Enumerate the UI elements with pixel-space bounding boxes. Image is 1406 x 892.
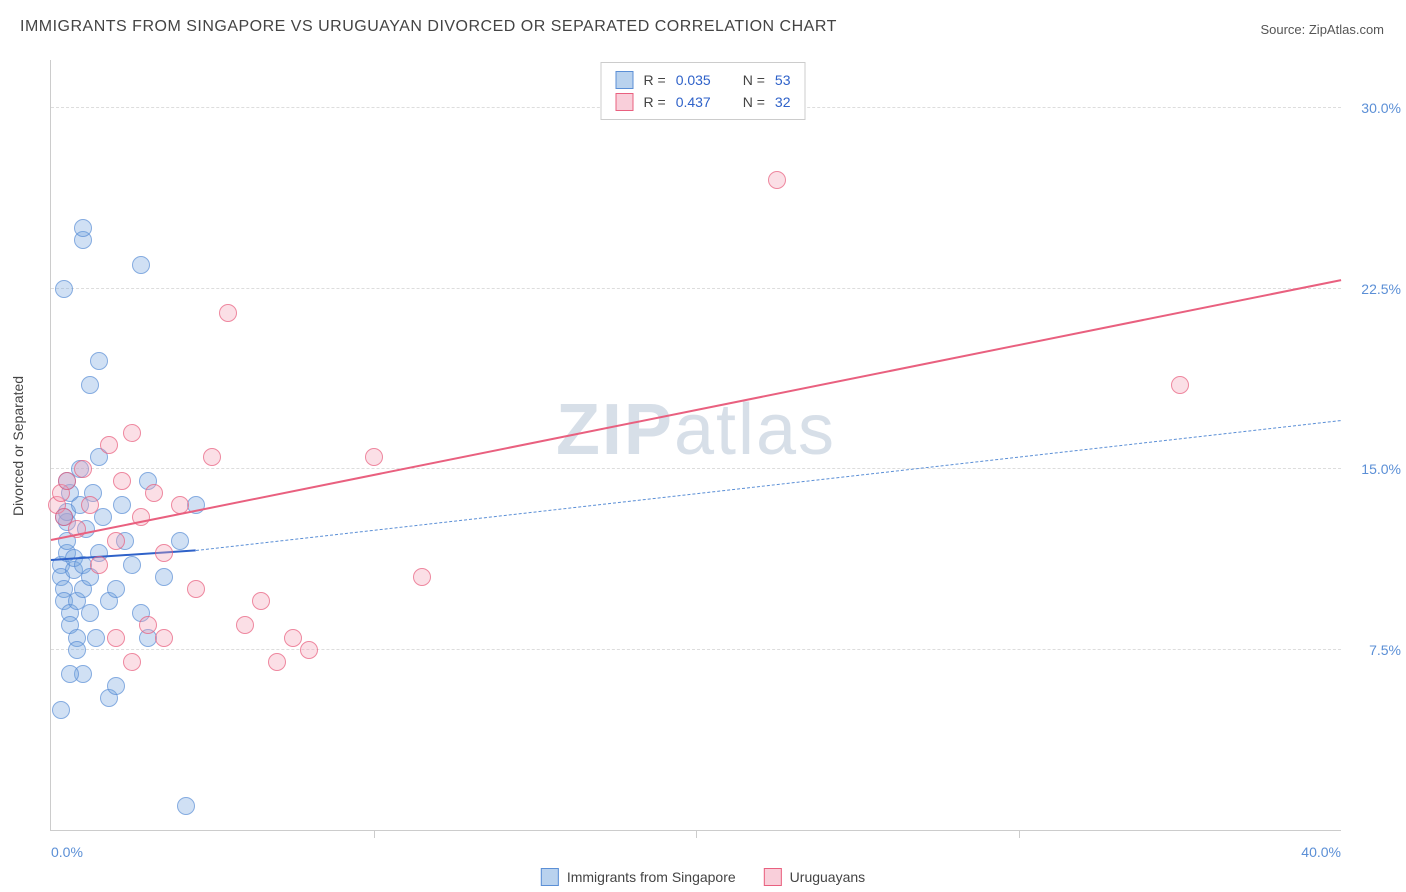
data-point <box>203 448 221 466</box>
r-value-2: 0.437 <box>676 94 711 110</box>
y-axis-label: Divorced or Separated <box>10 376 26 516</box>
n-value-1: 53 <box>775 72 791 88</box>
gridline <box>51 468 1341 469</box>
data-point <box>107 629 125 647</box>
data-point <box>52 701 70 719</box>
data-point <box>252 592 270 610</box>
x-max-label: 40.0% <box>1301 844 1341 860</box>
data-point <box>123 653 141 671</box>
legend-label-2: Uruguayans <box>790 869 866 885</box>
data-point <box>113 496 131 514</box>
data-point <box>58 472 76 490</box>
n-label: N = <box>743 72 765 88</box>
data-point <box>413 568 431 586</box>
x-min-label: 0.0% <box>51 844 83 860</box>
data-point <box>123 556 141 574</box>
data-point <box>61 665 79 683</box>
legend-series: Immigrants from Singapore Uruguayans <box>541 868 865 886</box>
x-tick <box>696 830 697 838</box>
trend-line <box>196 420 1341 551</box>
data-point <box>139 616 157 634</box>
data-point <box>81 376 99 394</box>
data-point <box>74 460 92 478</box>
trend-line <box>51 279 1341 541</box>
r-label: R = <box>644 72 666 88</box>
data-point <box>87 629 105 647</box>
legend-stats-row-1: R = 0.035 N = 53 <box>616 69 791 91</box>
data-point <box>107 532 125 550</box>
data-point <box>100 436 118 454</box>
data-point <box>155 568 173 586</box>
data-point <box>768 171 786 189</box>
data-point <box>300 641 318 659</box>
watermark-bold: ZIP <box>556 390 674 470</box>
legend-swatch-blue <box>541 868 559 886</box>
chart-title: IMMIGRANTS FROM SINGAPORE VS URUGUAYAN D… <box>20 18 837 36</box>
plot-area: ZIPatlas 7.5%15.0%22.5%30.0%0.0%40.0% <box>50 60 1341 831</box>
data-point <box>90 352 108 370</box>
x-tick <box>1019 830 1020 838</box>
y-tick-label: 15.0% <box>1361 461 1401 477</box>
data-point <box>219 304 237 322</box>
n-label: N = <box>743 94 765 110</box>
watermark-light: atlas <box>674 390 836 470</box>
data-point <box>171 532 189 550</box>
legend-item-1: Immigrants from Singapore <box>541 868 736 886</box>
data-point <box>1171 376 1189 394</box>
data-point <box>107 677 125 695</box>
n-value-2: 32 <box>775 94 791 110</box>
data-point <box>81 604 99 622</box>
data-point <box>284 629 302 647</box>
data-point <box>145 484 163 502</box>
x-tick <box>374 830 375 838</box>
data-point <box>107 580 125 598</box>
y-tick-label: 22.5% <box>1361 281 1401 297</box>
data-point <box>365 448 383 466</box>
legend-label-1: Immigrants from Singapore <box>567 869 736 885</box>
r-label: R = <box>644 94 666 110</box>
data-point <box>132 256 150 274</box>
source-label: Source: ZipAtlas.com <box>1260 22 1384 37</box>
data-point <box>68 641 86 659</box>
data-point <box>55 280 73 298</box>
data-point <box>268 653 286 671</box>
data-point <box>81 496 99 514</box>
gridline <box>51 649 1341 650</box>
legend-swatch-blue <box>616 71 634 89</box>
legend-stats-row-2: R = 0.437 N = 32 <box>616 91 791 113</box>
legend-swatch-pink <box>616 93 634 111</box>
legend-swatch-pink <box>764 868 782 886</box>
data-point <box>123 424 141 442</box>
y-tick-label: 7.5% <box>1369 642 1401 658</box>
data-point <box>74 219 92 237</box>
data-point <box>113 472 131 490</box>
legend-stats: R = 0.035 N = 53 R = 0.437 N = 32 <box>601 62 806 120</box>
data-point <box>90 556 108 574</box>
gridline <box>51 288 1341 289</box>
y-tick-label: 30.0% <box>1361 100 1401 116</box>
data-point <box>187 580 205 598</box>
data-point <box>236 616 254 634</box>
legend-item-2: Uruguayans <box>764 868 866 886</box>
chart-container: IMMIGRANTS FROM SINGAPORE VS URUGUAYAN D… <box>0 0 1406 892</box>
r-value-1: 0.035 <box>676 72 711 88</box>
data-point <box>155 544 173 562</box>
data-point <box>155 629 173 647</box>
data-point <box>177 797 195 815</box>
